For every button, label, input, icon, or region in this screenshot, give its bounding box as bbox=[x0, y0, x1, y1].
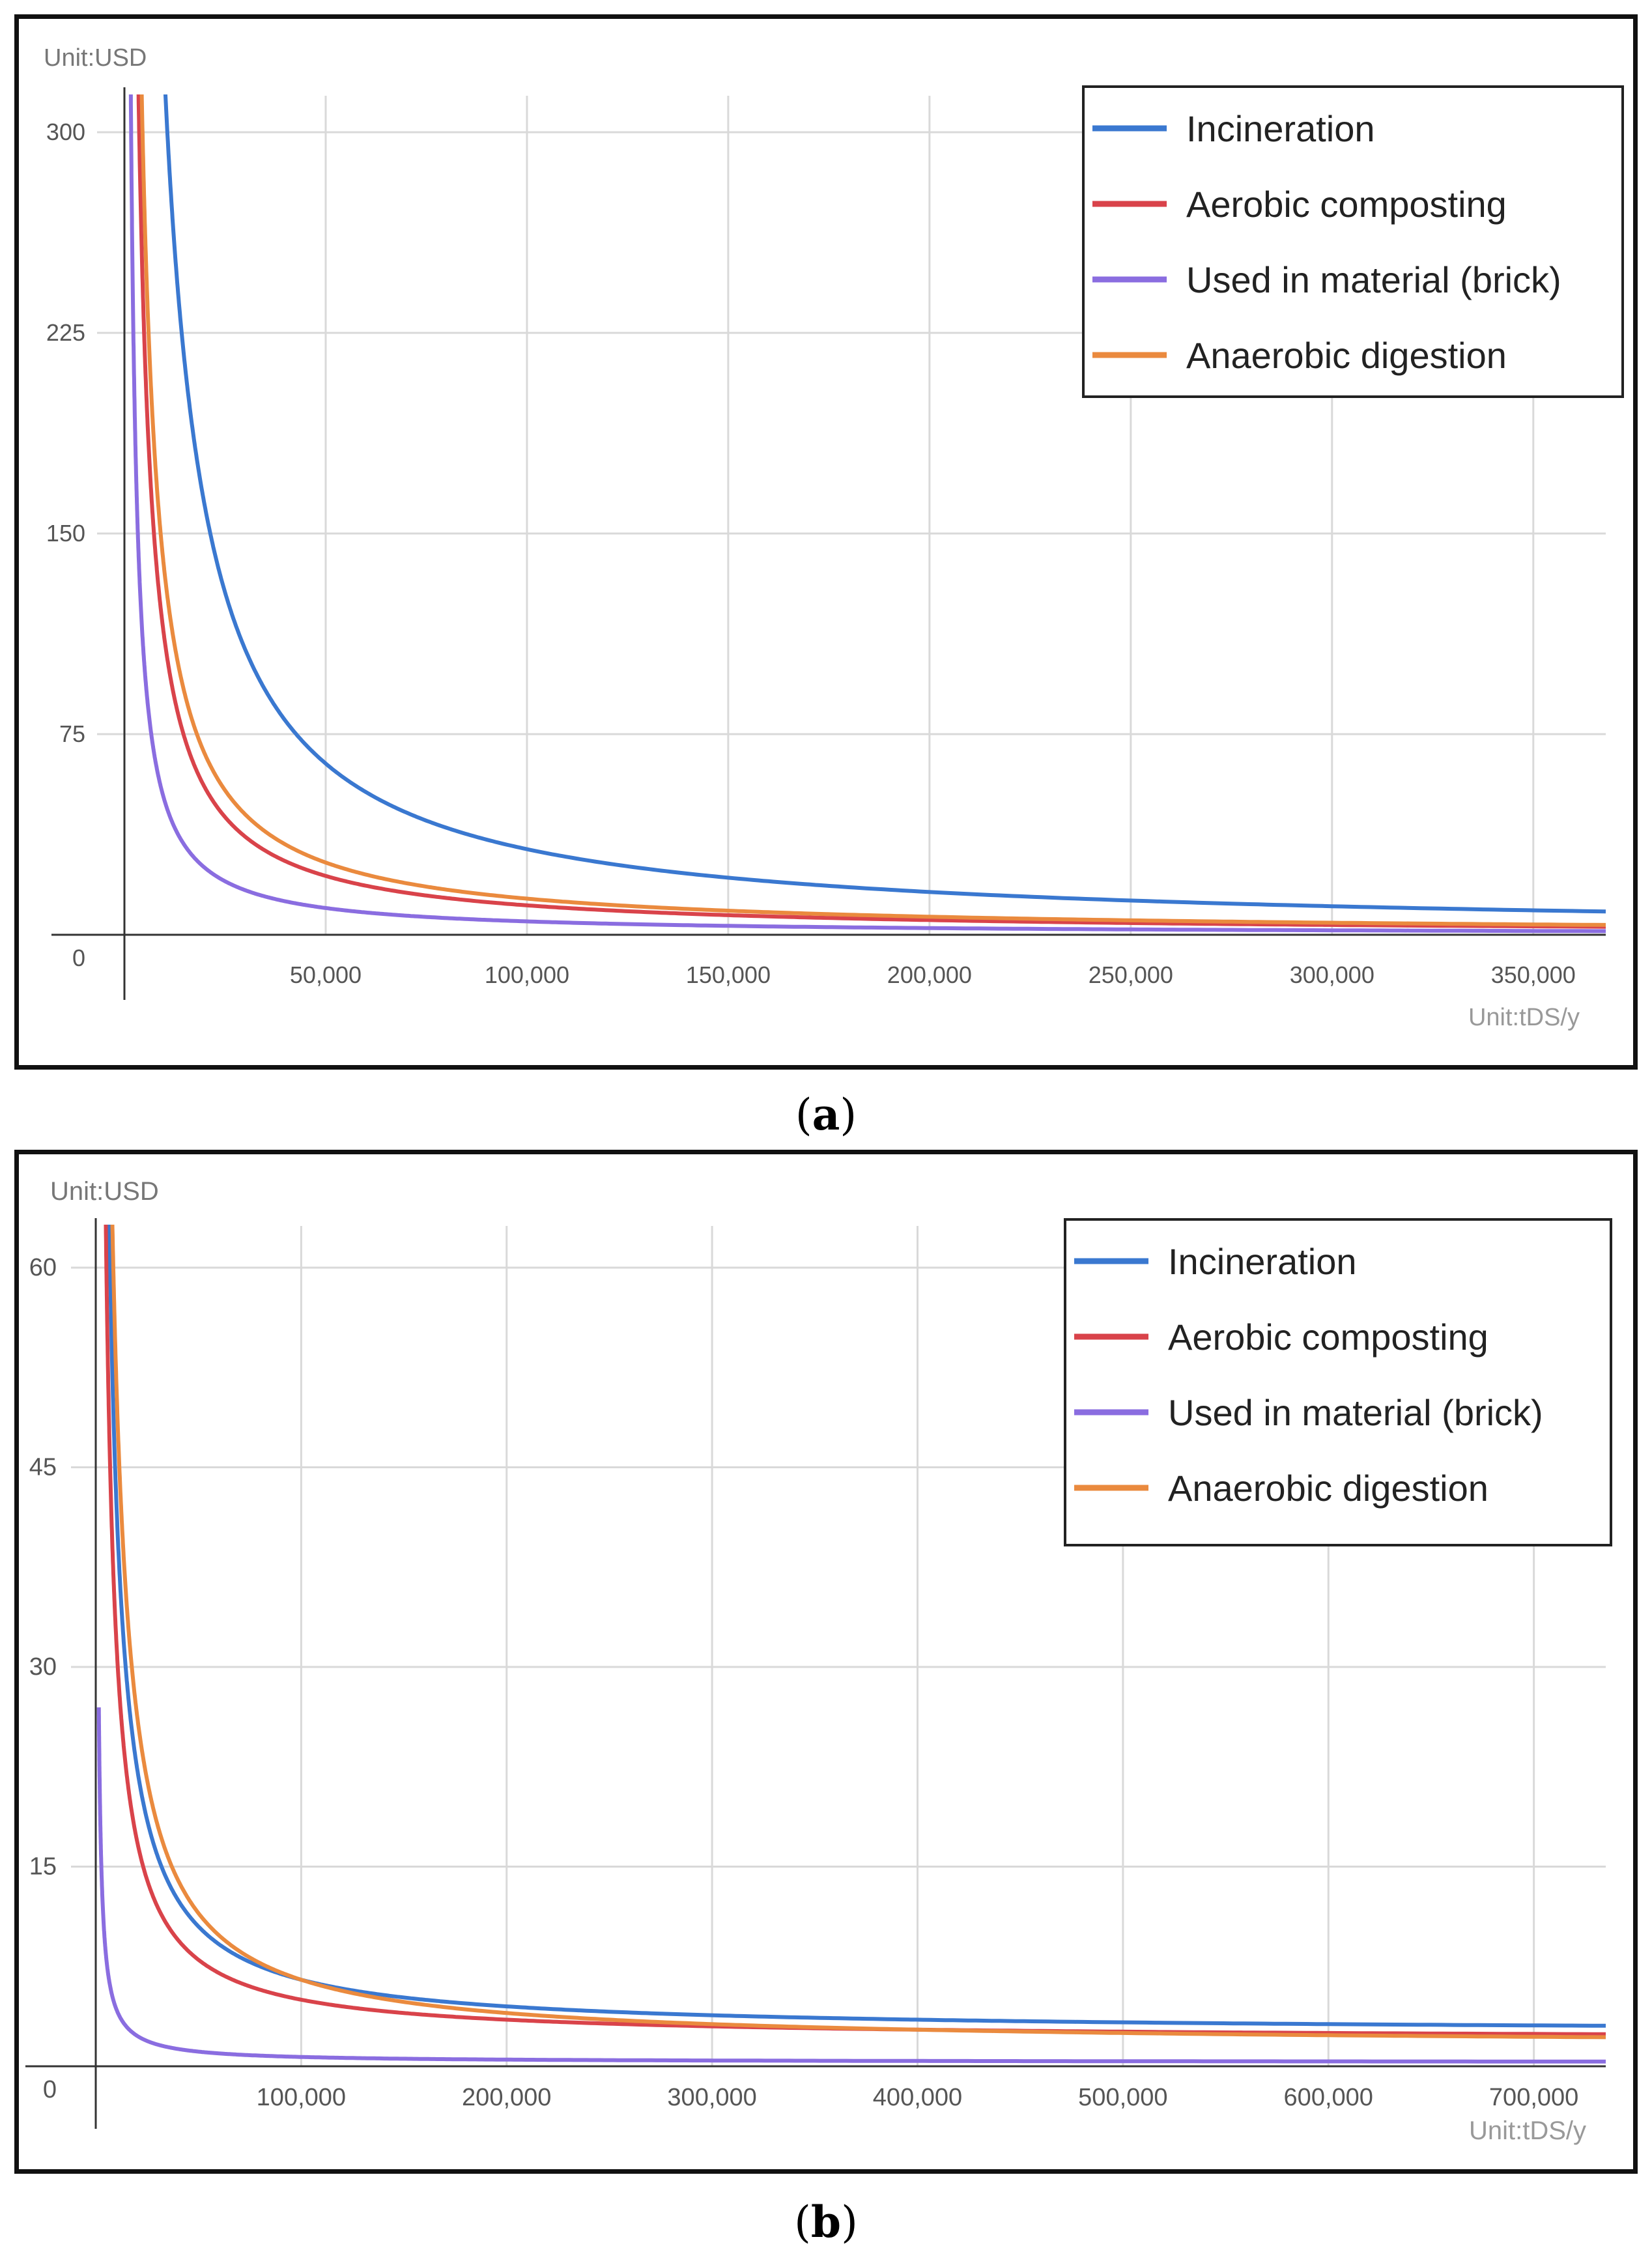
y-tick-label: 300 bbox=[46, 119, 85, 145]
y-tick-label: 75 bbox=[59, 720, 85, 747]
x-tick-label: 600,000 bbox=[1284, 2084, 1373, 2111]
x-tick-label: 100,000 bbox=[257, 2084, 346, 2111]
x-tick-label: 100,000 bbox=[485, 961, 569, 988]
y-tick-label: 15 bbox=[29, 1853, 57, 1881]
y-tick-label: 0 bbox=[72, 945, 85, 971]
legend-label: Incineration bbox=[1168, 1241, 1357, 1282]
chart-panel-b: 0 15 30 45 60 100,000 200,000 300,000 400,000 500… bbox=[14, 1150, 1638, 2174]
caption-b: (b) bbox=[794, 2197, 858, 2247]
legend-label: Anaerobic digestion bbox=[1186, 335, 1507, 376]
y-tick-label: 225 bbox=[46, 319, 85, 346]
series-line-3 bbox=[128, 94, 1606, 933]
x-tick-label: 700,000 bbox=[1489, 2084, 1578, 2111]
series-line-1 bbox=[107, 1225, 1606, 2028]
x-tick-label: 300,000 bbox=[667, 2084, 756, 2111]
x-tick-label: 500,000 bbox=[1078, 2084, 1167, 2111]
x-tick-label: 200,000 bbox=[462, 2084, 551, 2111]
plot-area-b bbox=[25, 1218, 1606, 2129]
y-axis-unit-label: Unit:USD bbox=[50, 1177, 159, 1206]
legend-label: Anaerobic digestion bbox=[1168, 1468, 1488, 1509]
x-tick-label: 300,000 bbox=[1290, 961, 1374, 988]
x-axis-unit-label: Unit:tDS/y bbox=[1469, 2116, 1586, 2145]
caption-a: (a) bbox=[795, 1089, 857, 1140]
legend-b: Incineration Aerobic composting Used in ma… bbox=[1064, 1218, 1612, 1546]
y-axis-unit-label: Unit:USD bbox=[44, 44, 147, 72]
series-line-4 bbox=[139, 94, 1606, 927]
y-tick-label: 150 bbox=[46, 520, 85, 547]
legend-label: Aerobic composting bbox=[1168, 1317, 1488, 1358]
chart-b: 0 15 30 45 60 100,000 200,000 300,000 400,000 500… bbox=[25, 1177, 1612, 2145]
series-line-2 bbox=[136, 94, 1606, 929]
legend-a: Incineration Aerobic composting Used in ma… bbox=[1082, 85, 1624, 398]
series-line-2 bbox=[104, 1225, 1606, 2036]
x-axis-unit-label: Unit:tDS/y bbox=[1468, 1004, 1580, 1031]
series-line-1 bbox=[163, 94, 1606, 914]
chart-panel-a: 0 75 150 225 300 50,000 100,000 150,000 200,000 2… bbox=[14, 14, 1638, 1070]
x-tick-label: 350,000 bbox=[1491, 961, 1576, 988]
series-line-3 bbox=[96, 1707, 1606, 2064]
legend-box bbox=[1082, 85, 1624, 398]
legend-label: Aerobic composting bbox=[1186, 184, 1507, 225]
x-tick-label: 250,000 bbox=[1089, 961, 1173, 988]
legend-label: Incineration bbox=[1186, 108, 1375, 149]
y-tick-label: 30 bbox=[29, 1653, 57, 1681]
legend-label: Used in material (brick) bbox=[1186, 259, 1561, 300]
legend-label: Used in material (brick) bbox=[1168, 1392, 1543, 1433]
y-tick-label: 0 bbox=[43, 2076, 57, 2103]
caption-a-letter: a bbox=[812, 1089, 840, 1140]
x-tick-label: 150,000 bbox=[686, 961, 771, 988]
y-tick-label: 60 bbox=[29, 1254, 57, 1281]
y-tick-label: 45 bbox=[29, 1454, 57, 1481]
x-tick-label: 50,000 bbox=[290, 961, 362, 988]
caption-b-letter: b bbox=[810, 2197, 842, 2247]
x-tick-label: 400,000 bbox=[873, 2084, 962, 2111]
series-line-4 bbox=[110, 1225, 1606, 2040]
legend-box bbox=[1064, 1218, 1612, 1546]
chart-a: 0 75 150 225 300 50,000 100,000 150,000 200,000 2… bbox=[44, 44, 1624, 1031]
x-tick-label: 200,000 bbox=[887, 961, 972, 988]
